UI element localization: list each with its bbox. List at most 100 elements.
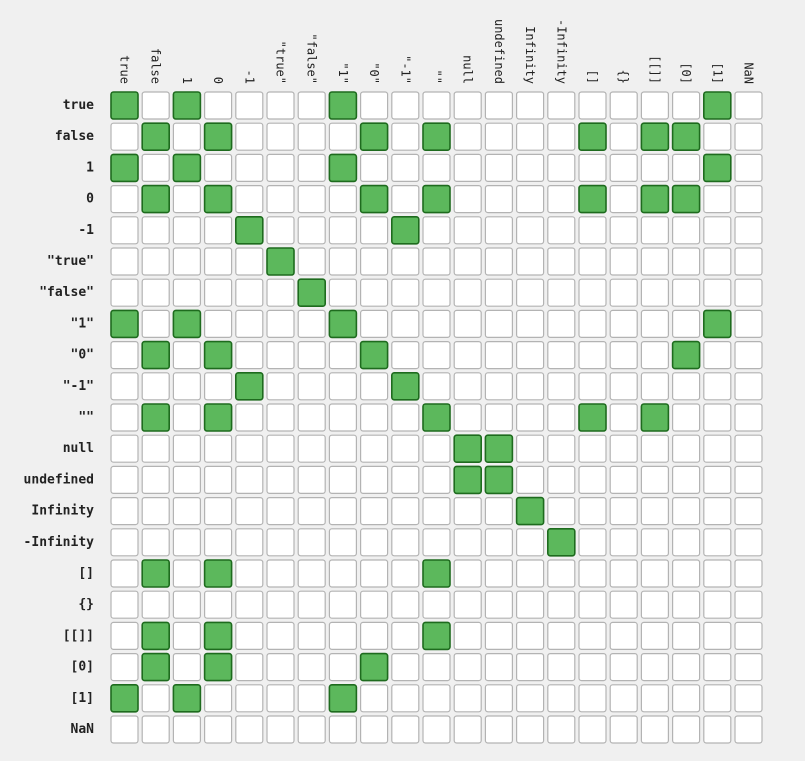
- matrix-cell-r17-c7: [328, 621, 357, 651]
- matrix-cell-r5-c4: [235, 247, 264, 276]
- matrix-cell-r13-c1: [141, 497, 170, 526]
- matrix-cell-r17-c9: [391, 621, 420, 651]
- matrix-cell-r14-c11: [453, 528, 482, 557]
- matrix-cell-r11-c5: [266, 434, 295, 463]
- matrix-cell-r3-c14: [547, 185, 576, 214]
- matrix-cell-r18-c5: [266, 652, 295, 682]
- matrix-cell-r16-c3: [204, 590, 233, 619]
- matrix-cell-r20-c18: [671, 715, 701, 744]
- matrix-cell-r19-c1: [141, 684, 170, 713]
- matrix-cell-r0-c0: [110, 91, 139, 120]
- matrix-cell-r3-c7: [328, 185, 357, 214]
- column-label-1-7: "1": [336, 62, 350, 84]
- matrix-cell-r2-c20: [734, 153, 763, 182]
- column-labels: true false 1 0 -1 "true" "false" "1" "0" "-1" "" nu…: [118, 19, 756, 84]
- matrix-cell-r2-c8: [360, 153, 389, 182]
- matrix-cell-r11-c18: [671, 434, 701, 463]
- matrix-cell-r18-c2: [172, 652, 201, 682]
- column-label-item-17: [[]]: [648, 55, 662, 84]
- matrix-cell-r16-c17: [640, 590, 670, 619]
- matrix-cell-r10-c19: [703, 403, 732, 432]
- matrix-cell-r1-c14: [547, 122, 576, 151]
- matrix-cell-r12-c4: [235, 465, 264, 494]
- matrix-cell-r15-c2: [172, 559, 201, 588]
- matrix-cell-r16-c18: [671, 590, 701, 619]
- matrix-cell-r3-c10: [422, 184, 451, 214]
- matrix-cell-r11-c10: [422, 434, 451, 463]
- matrix-cell-r11-c19: [703, 434, 732, 463]
- matrix-cell-r2-c4: [235, 153, 264, 182]
- matrix-cell-r3-c5: [266, 185, 295, 214]
- matrix-cell-r5-c15: [578, 247, 607, 276]
- matrix-cell-r19-c0: [110, 683, 139, 713]
- matrix-cell-r17-c14: [547, 621, 576, 651]
- matrix-cell-r9-c11: [453, 372, 482, 401]
- matrix-cell-r10-c11: [453, 403, 482, 432]
- matrix-cell-r20-c19: [703, 715, 732, 744]
- matrix-cell-r8-c19: [703, 341, 732, 370]
- matrix-cell-r12-c7: [328, 465, 357, 494]
- matrix-cell-r20-c6: [297, 715, 326, 744]
- matrix-cell-r17-c18: [671, 621, 701, 651]
- matrix-cell-r19-c7: [328, 683, 358, 713]
- matrix-cell-r17-c13: [515, 621, 545, 651]
- matrix-cell-r7-c5: [266, 309, 295, 338]
- matrix-cell-r1-c7: [328, 122, 357, 151]
- matrix-cell-r15-c14: [547, 559, 576, 588]
- matrix-cell-r9-c20: [734, 372, 763, 401]
- matrix-cell-r18-c9: [391, 652, 420, 682]
- matrix-cell-r5-c17: [640, 247, 670, 276]
- matrix-cell-r2-c17: [640, 153, 670, 182]
- matrix-cell-r9-c19: [703, 372, 732, 401]
- matrix-cell-r19-c2: [172, 683, 202, 713]
- matrix-cell-r14-c0: [110, 528, 139, 557]
- matrix-cell-r13-c14: [547, 497, 576, 526]
- matrix-cell-r12-c12: [484, 465, 514, 495]
- matrix-cell-r4-c15: [578, 216, 607, 245]
- matrix-cell-r9-c10: [422, 372, 451, 401]
- matrix-cell-r2-c15: [578, 153, 607, 182]
- matrix-cell-r9-c4: [235, 371, 264, 401]
- matrix-cell-r19-c5: [266, 684, 295, 713]
- matrix-cell-r10-c12: [484, 403, 513, 432]
- matrix-cell-r15-c0: [110, 559, 139, 588]
- matrix-cell-r15-c13: [515, 559, 545, 588]
- matrix-cell-r13-c10: [422, 497, 451, 526]
- matrix-cell-r14-c16: [609, 528, 638, 557]
- matrix-cell-r15-c7: [328, 559, 357, 588]
- matrix-cell-r14-c20: [734, 528, 763, 557]
- matrix-cell-r5-c16: [609, 247, 638, 276]
- matrix-cell-r3-c20: [734, 185, 763, 214]
- matrix-cell-r13-c16: [609, 497, 638, 526]
- column-label-false-6: "false": [305, 33, 319, 84]
- matrix-cell-r9-c0: [110, 372, 139, 401]
- matrix-cell-r14-c12: [484, 528, 513, 557]
- matrix-cell-r10-c4: [235, 403, 264, 432]
- matrix-cell-r0-c14: [547, 91, 576, 120]
- matrix-cell-r4-c0: [110, 216, 139, 245]
- matrix-cell-r6-c3: [204, 278, 233, 307]
- matrix-cell-r3-c19: [703, 185, 732, 214]
- matrix-cell-r11-c20: [734, 434, 763, 463]
- matrix-cell-r5-c12: [484, 247, 513, 276]
- matrix-cell-r10-c14: [547, 403, 576, 432]
- matrix-cell-r4-c5: [266, 216, 295, 245]
- matrix-cell-r0-c7: [328, 91, 358, 120]
- matrix-cell-r0-c17: [640, 91, 670, 120]
- matrix-cell-r4-c17: [640, 216, 670, 245]
- matrix-cell-r1-c3: [203, 122, 233, 151]
- matrix-cell-r7-c12: [484, 309, 513, 338]
- matrix-cell-r17-c2: [172, 621, 201, 651]
- matrix-cell-r20-c17: [640, 715, 670, 744]
- matrix-cell-r16-c12: [484, 590, 513, 619]
- matrix-cell-r10-c2: [172, 403, 201, 432]
- matrix-cell-r19-c19: [703, 684, 732, 713]
- matrix-cell-r19-c13: [515, 684, 545, 713]
- matrix-cell-r15-c15: [578, 559, 607, 588]
- matrix-cell-r17-c3: [203, 621, 233, 651]
- column-label-1-9: "-1": [398, 55, 412, 84]
- matrix-cell-r10-c13: [515, 403, 545, 432]
- column-label-0-3: 0: [211, 77, 225, 84]
- matrix-cell-r13-c4: [235, 497, 264, 526]
- column-label-nan-20: NaN: [742, 62, 756, 84]
